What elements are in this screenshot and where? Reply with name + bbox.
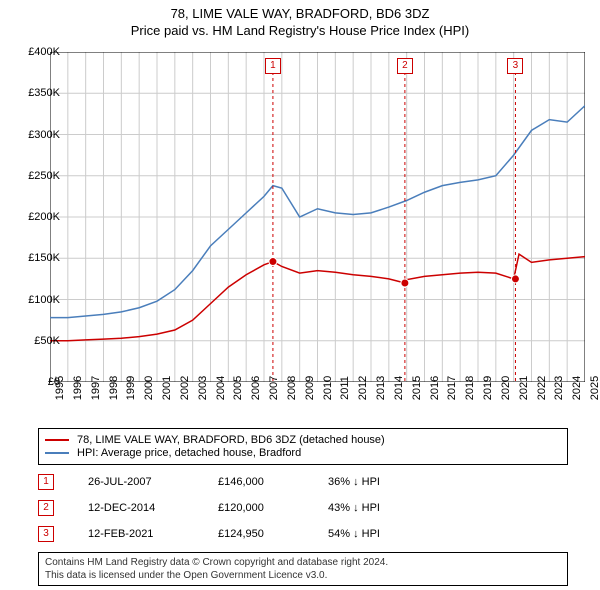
- x-tick-label: 1996: [72, 376, 84, 400]
- x-tick-label: 1997: [90, 376, 102, 400]
- x-tick-label: 2013: [375, 376, 387, 400]
- footer-line2: This data is licensed under the Open Gov…: [45, 569, 561, 582]
- x-tick-label: 2006: [250, 376, 262, 400]
- x-tick-label: 2016: [429, 376, 441, 400]
- x-tick-label: 2004: [215, 376, 227, 400]
- legend-swatch-0: [45, 439, 69, 441]
- footer-box: Contains HM Land Registry data © Crown c…: [38, 552, 568, 586]
- sale-delta-2: 54% ↓ HPI: [328, 528, 380, 540]
- legend-box: 78, LIME VALE WAY, BRADFORD, BD6 3DZ (de…: [38, 428, 568, 465]
- y-tick-label: £400K: [10, 46, 60, 58]
- sale-row-2: 3 12-FEB-2021 £124,950 54% ↓ HPI: [38, 526, 568, 542]
- sale-delta-0: 36% ↓ HPI: [328, 476, 380, 488]
- x-tick-label: 2020: [500, 376, 512, 400]
- x-tick-label: 2025: [589, 376, 600, 400]
- y-tick-label: £100K: [10, 294, 60, 306]
- x-tick-label: 2012: [357, 376, 369, 400]
- x-tick-label: 2021: [518, 376, 530, 400]
- x-tick-label: 2010: [322, 376, 334, 400]
- footer-line1: Contains HM Land Registry data © Crown c…: [45, 556, 561, 569]
- y-tick-label: £200K: [10, 211, 60, 223]
- legend-swatch-1: [45, 452, 69, 454]
- x-tick-label: 1998: [108, 376, 120, 400]
- x-tick-label: 2018: [464, 376, 476, 400]
- sale-delta-1: 43% ↓ HPI: [328, 502, 380, 514]
- sale-row-1: 2 12-DEC-2014 £120,000 43% ↓ HPI: [38, 500, 568, 516]
- legend-row-1: HPI: Average price, detached house, Brad…: [45, 447, 561, 459]
- x-tick-label: 2022: [536, 376, 548, 400]
- x-tick-label: 2023: [553, 376, 565, 400]
- legend-label-0: 78, LIME VALE WAY, BRADFORD, BD6 3DZ (de…: [77, 434, 385, 446]
- callout-box: 2: [397, 58, 413, 74]
- title-line2: Price paid vs. HM Land Registry's House …: [0, 23, 600, 38]
- sale-price-1: £120,000: [218, 502, 328, 514]
- y-tick-label: £0: [10, 376, 60, 388]
- y-tick-label: £50K: [10, 335, 60, 347]
- x-tick-label: 1995: [54, 376, 66, 400]
- x-tick-label: 2001: [161, 376, 173, 400]
- x-tick-label: 1999: [125, 376, 137, 400]
- x-tick-label: 2005: [232, 376, 244, 400]
- sale-num-2: 3: [38, 526, 54, 542]
- x-tick-label: 2017: [446, 376, 458, 400]
- sale-price-0: £146,000: [218, 476, 328, 488]
- x-tick-label: 2014: [393, 376, 405, 400]
- plot-svg: [50, 52, 585, 382]
- x-tick-label: 2002: [179, 376, 191, 400]
- sale-date-0: 26-JUL-2007: [88, 476, 218, 488]
- sale-row-0: 1 26-JUL-2007 £146,000 36% ↓ HPI: [38, 474, 568, 490]
- legend-row-0: 78, LIME VALE WAY, BRADFORD, BD6 3DZ (de…: [45, 434, 561, 446]
- y-tick-label: £300K: [10, 129, 60, 141]
- sale-date-1: 12-DEC-2014: [88, 502, 218, 514]
- sale-num-0: 1: [38, 474, 54, 490]
- chart-area: [50, 52, 585, 382]
- x-tick-label: 2007: [268, 376, 280, 400]
- x-tick-label: 2008: [286, 376, 298, 400]
- y-tick-label: £250K: [10, 170, 60, 182]
- sale-price-2: £124,950: [218, 528, 328, 540]
- x-tick-label: 2024: [571, 376, 583, 400]
- x-tick-label: 2019: [482, 376, 494, 400]
- callout-box: 3: [507, 58, 523, 74]
- y-tick-label: £150K: [10, 252, 60, 264]
- x-tick-label: 2011: [339, 376, 351, 400]
- callout-box: 1: [265, 58, 281, 74]
- title-block: 78, LIME VALE WAY, BRADFORD, BD6 3DZ Pri…: [0, 0, 600, 38]
- y-tick-label: £350K: [10, 87, 60, 99]
- x-tick-label: 2009: [304, 376, 316, 400]
- legend-label-1: HPI: Average price, detached house, Brad…: [77, 447, 301, 459]
- title-line1: 78, LIME VALE WAY, BRADFORD, BD6 3DZ: [0, 6, 600, 21]
- sale-num-1: 2: [38, 500, 54, 516]
- sale-date-2: 12-FEB-2021: [88, 528, 218, 540]
- x-tick-label: 2000: [143, 376, 155, 400]
- x-tick-label: 2003: [197, 376, 209, 400]
- chart-container: 78, LIME VALE WAY, BRADFORD, BD6 3DZ Pri…: [0, 0, 600, 590]
- x-tick-label: 2015: [411, 376, 423, 400]
